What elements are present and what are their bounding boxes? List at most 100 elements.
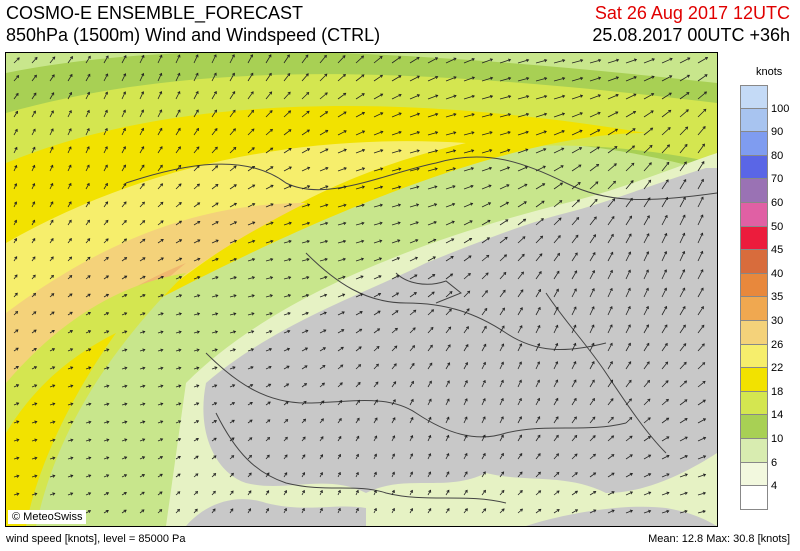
wind-arrow-head bbox=[700, 269, 704, 273]
terrain-mask-southeast bbox=[526, 506, 717, 526]
wind-arrow-head bbox=[251, 147, 255, 151]
wind-arrow bbox=[85, 201, 90, 208]
wind-arrow bbox=[229, 348, 236, 352]
wind-arrow bbox=[535, 271, 542, 280]
wind-arrow-head bbox=[251, 294, 255, 298]
wind-arrow-head bbox=[410, 416, 414, 421]
wind-arrow-head bbox=[377, 328, 381, 332]
wind-arrow-head bbox=[51, 311, 55, 315]
wind-arrow-head bbox=[645, 287, 649, 291]
wind-arrow bbox=[391, 435, 395, 442]
wind-arrow bbox=[67, 492, 73, 496]
wind-arrow bbox=[355, 382, 361, 388]
wind-arrow-head bbox=[682, 305, 686, 310]
wind-arrow-head bbox=[52, 492, 56, 496]
wind-arrow bbox=[661, 343, 668, 352]
wind-arrow bbox=[445, 453, 450, 460]
wind-arrow-head bbox=[609, 287, 613, 292]
wind-arrow bbox=[265, 383, 271, 388]
wind-arrow bbox=[571, 361, 577, 370]
legend-swatch bbox=[740, 391, 768, 416]
wind-arrow bbox=[265, 437, 270, 442]
wind-arrow-head bbox=[610, 379, 614, 383]
wind-arrow bbox=[67, 74, 73, 82]
wind-arrow bbox=[643, 145, 653, 154]
wind-arrow-head bbox=[269, 128, 273, 132]
wind-arrow bbox=[301, 167, 310, 172]
wind-arrow bbox=[265, 312, 273, 316]
wind-arrow-head bbox=[343, 130, 347, 134]
wind-arrow-head bbox=[104, 91, 109, 95]
wind-arrow-head bbox=[627, 305, 631, 310]
wind-arrow bbox=[589, 491, 596, 496]
wind-arrow-head bbox=[159, 72, 163, 76]
wind-arrow bbox=[157, 294, 164, 298]
wind-arrow bbox=[265, 203, 274, 208]
wind-arrow bbox=[571, 325, 577, 334]
legend-swatch bbox=[740, 226, 768, 251]
wind-arrow-head bbox=[525, 130, 529, 134]
legend-level-label: 100 bbox=[771, 102, 790, 115]
wind-arrow-head bbox=[213, 90, 217, 95]
wind-arrow bbox=[319, 294, 327, 298]
wind-arrow bbox=[355, 346, 362, 352]
wind-arrow-head bbox=[123, 219, 127, 224]
wind-arrow-head bbox=[105, 238, 109, 242]
wind-arrow-head bbox=[252, 184, 256, 188]
wind-arrow-head bbox=[380, 93, 384, 97]
legend-swatch bbox=[740, 273, 768, 298]
wind-arrow-head bbox=[338, 417, 342, 422]
wind-arrow-head bbox=[320, 418, 324, 422]
wind-arrow bbox=[265, 490, 270, 496]
wind-arrow-head bbox=[434, 203, 438, 207]
wind-arrow-head bbox=[284, 472, 288, 476]
wind-arrow bbox=[499, 166, 510, 172]
wind-arrow-head bbox=[488, 184, 492, 188]
wind-arrow-head bbox=[325, 221, 329, 226]
wind-arrow bbox=[589, 129, 600, 136]
wind-arrow bbox=[175, 294, 182, 298]
wind-arrow-head bbox=[647, 417, 651, 421]
wind-arrow-head bbox=[687, 57, 691, 61]
wind-arrow bbox=[661, 197, 668, 208]
wind-arrow bbox=[427, 203, 437, 208]
wind-arrow-head bbox=[702, 380, 706, 384]
wind-arrow-head bbox=[341, 329, 345, 333]
wind-arrow-head bbox=[70, 474, 74, 478]
wind-arrow bbox=[49, 403, 55, 406]
wind-arrow-head bbox=[340, 364, 344, 368]
wind-arrow bbox=[553, 472, 560, 478]
wind-arrow-head bbox=[361, 221, 365, 225]
wind-arrow bbox=[463, 490, 468, 496]
wind-arrow-head bbox=[88, 366, 92, 370]
wind-arrow-head bbox=[141, 54, 145, 59]
wind-arrow-head bbox=[537, 361, 541, 365]
wind-arrow bbox=[283, 258, 291, 262]
wind-arrow bbox=[373, 293, 381, 298]
footer-statistics: Mean: 12.8 Max: 30.8 [knots] bbox=[648, 533, 790, 545]
wind-arrow-head bbox=[486, 237, 490, 241]
wind-arrow-head bbox=[177, 127, 181, 131]
wind-arrow bbox=[553, 217, 562, 226]
wind-arrow bbox=[427, 150, 438, 154]
wind-arrow-head bbox=[453, 94, 457, 98]
wind-arrow-head bbox=[355, 471, 359, 476]
wind-arrow-head bbox=[324, 92, 328, 96]
wind-arrow bbox=[463, 453, 468, 460]
wind-arrow bbox=[13, 111, 18, 118]
wind-arrow-head bbox=[215, 312, 219, 316]
wind-arrow bbox=[625, 162, 635, 172]
wind-arrow-head bbox=[68, 164, 72, 168]
wind-arrow bbox=[373, 257, 382, 262]
wind-arrow bbox=[49, 275, 54, 280]
wind-arrow-head bbox=[541, 200, 545, 204]
wind-arrow bbox=[301, 472, 305, 478]
wind-arrow bbox=[229, 294, 237, 298]
wind-arrow-head bbox=[537, 379, 541, 383]
wind-arrow bbox=[319, 365, 326, 370]
wind-arrow-head bbox=[374, 453, 378, 457]
wind-arrow bbox=[211, 349, 218, 352]
wind-arrow-head bbox=[632, 128, 636, 132]
legend-level-label: 26 bbox=[771, 338, 784, 351]
legend-swatch bbox=[740, 155, 768, 180]
